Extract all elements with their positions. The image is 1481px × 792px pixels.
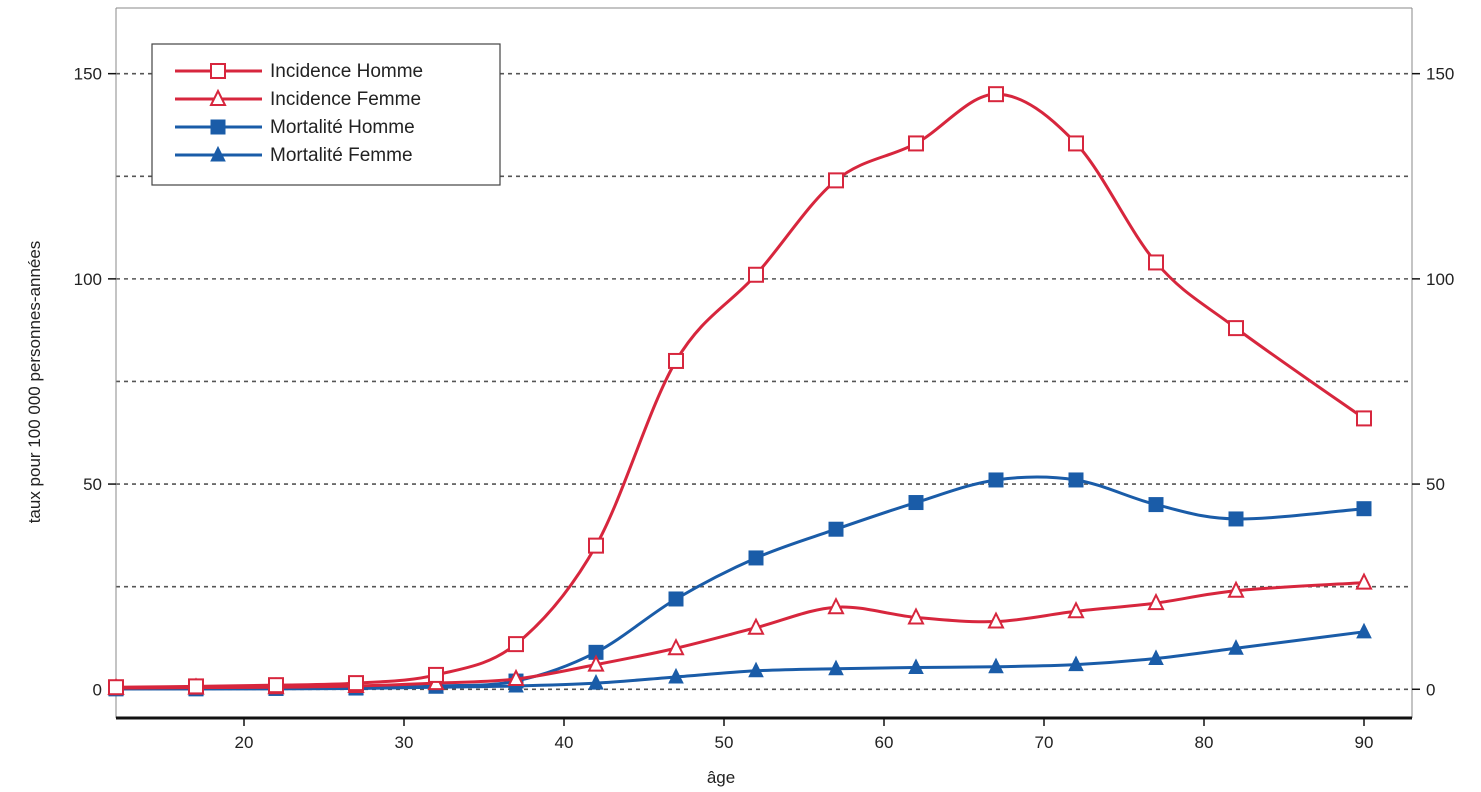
data-point-mortalite-femme-47 [668, 667, 684, 684]
data-point-incidence-femme-82 [1227, 580, 1245, 598]
legend-label-mortalite-femme: Mortalité Femme [270, 145, 413, 166]
data-point-incidence-femme-52 [747, 617, 765, 635]
data-point-incidence-homme-52 [748, 266, 764, 283]
data-point-incidence-femme-57 [827, 596, 845, 615]
data-point-incidence-homme-72 [1068, 135, 1084, 152]
y-tick-label-left-0: 0 [93, 680, 102, 699]
data-point-incidence-homme-90 [1356, 410, 1372, 427]
y-tick-label-left-100: 100 [74, 270, 102, 289]
series-line-mortalite-homme [115, 475, 1365, 691]
data-point-incidence-femme-90 [1355, 572, 1373, 590]
x-tick-label-90: 90 [1355, 733, 1374, 752]
data-point-incidence-femme-42 [587, 654, 605, 672]
data-point-incidence-homme-42 [588, 537, 604, 554]
data-point-mortalite-femme-77 [1148, 649, 1164, 665]
y-tick-label-right-100: 100 [1426, 270, 1454, 289]
data-point-incidence-femme-47 [667, 637, 685, 656]
data-point-mortalite-femme-72 [1068, 655, 1084, 672]
data-point-incidence-homme-12 [108, 679, 124, 696]
legend-marker-mortalite-homme [210, 119, 226, 135]
series-incidence-femme [107, 572, 1373, 696]
data-point-incidence-homme-62 [908, 135, 924, 152]
data-point-mortalite-homme-72 [1068, 472, 1084, 488]
x-tick-label-60: 60 [875, 733, 894, 752]
x-tick-label-20: 20 [235, 733, 254, 752]
series-line-mortalite-femme [116, 630, 1365, 691]
y-axis-title: taux pour 100 000 personnes-années [25, 241, 44, 524]
data-point-incidence-homme-57 [828, 172, 844, 189]
legend: Incidence Homme Incidence Femme Mortalité … [151, 43, 501, 186]
series-line-incidence-femme [115, 581, 1365, 690]
data-point-incidence-femme-37 [507, 668, 525, 687]
legend-label-incidence-femme: Incidence Femme [270, 89, 421, 110]
data-point-incidence-homme-32 [428, 666, 444, 683]
axes: 20 30 40 50 60 70 80 90 0 0 50 50 100 100 150 150 [74, 7, 1454, 752]
y-tick-label-right-0: 0 [1426, 680, 1435, 699]
y-tick-label-left-50: 50 [83, 475, 102, 494]
data-point-mortalite-femme-62 [908, 658, 924, 675]
legend-marker-incidence-femme [209, 88, 227, 106]
x-tick-label-80: 80 [1195, 733, 1214, 752]
data-point-incidence-homme-17 [188, 678, 204, 695]
legend-label-mortalite-homme: Mortalité Homme [270, 117, 415, 138]
data-point-mortalite-femme-42 [588, 673, 604, 690]
y-tick-label-right-50: 50 [1426, 475, 1445, 494]
data-point-incidence-femme-62 [907, 607, 925, 625]
data-point-mortalite-homme-47 [668, 591, 684, 607]
data-point-mortalite-femme-90 [1356, 622, 1372, 639]
y-tick-label-right-150: 150 [1426, 65, 1454, 84]
data-point-mortalite-homme-90 [1356, 501, 1372, 517]
legend-label-incidence-homme: Incidence Homme [270, 61, 423, 82]
data-point-incidence-homme-37 [508, 636, 524, 653]
data-point-incidence-homme-67 [988, 86, 1004, 103]
data-point-incidence-femme-72 [1067, 601, 1085, 619]
data-point-incidence-homme-22 [268, 677, 284, 694]
data-point-mortalite-homme-77 [1148, 497, 1164, 513]
x-tick-label-30: 30 [395, 733, 414, 752]
data-point-mortalite-femme-57 [828, 659, 844, 676]
series-mortalite-homme [108, 472, 1372, 697]
data-point-incidence-femme-77 [1147, 592, 1165, 611]
data-point-incidence-homme-82 [1228, 320, 1244, 337]
x-tick-label-70: 70 [1035, 733, 1054, 752]
data-point-incidence-homme-47 [668, 352, 684, 369]
data-point-mortalite-homme-82 [1228, 511, 1244, 527]
y-tick-label-left-150: 150 [74, 65, 102, 84]
data-point-incidence-femme-67 [987, 611, 1005, 629]
data-point-mortalite-homme-67 [988, 472, 1004, 488]
data-point-incidence-homme-27 [348, 675, 364, 692]
x-axis-title: âge [707, 768, 735, 787]
legend-marker-mortalite-femme [210, 145, 226, 162]
x-tick-label-50: 50 [715, 733, 734, 752]
data-point-mortalite-femme-67 [988, 657, 1004, 674]
data-point-mortalite-femme-82 [1228, 639, 1244, 655]
data-point-mortalite-homme-57 [828, 521, 844, 537]
data-point-mortalite-homme-62 [908, 495, 924, 511]
series-incidence-homme [108, 86, 1372, 696]
data-point-mortalite-homme-52 [748, 550, 764, 566]
data-point-mortalite-femme-52 [748, 661, 764, 678]
x-tick-label-40: 40 [555, 733, 574, 752]
series-area [107, 86, 1373, 697]
data-point-incidence-homme-77 [1148, 254, 1164, 271]
legend-marker-incidence-homme [210, 63, 226, 79]
